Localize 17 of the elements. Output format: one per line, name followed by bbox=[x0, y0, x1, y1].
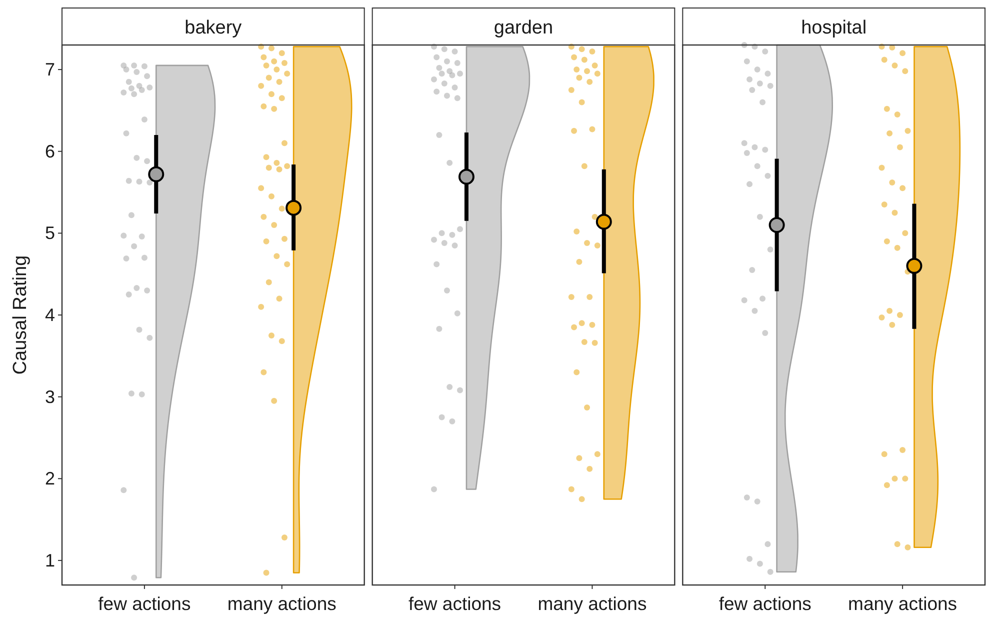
x-tick-label: many actions bbox=[538, 593, 647, 614]
y-tick-label: 3 bbox=[44, 386, 55, 407]
x-tick-label: many actions bbox=[848, 593, 958, 614]
y-tick-label: 6 bbox=[44, 141, 55, 162]
chart-title: garden bbox=[494, 18, 554, 38]
y-tick-label: 2 bbox=[44, 468, 55, 489]
x-tick-label: few actions bbox=[718, 593, 812, 614]
x-tick-label: many actions bbox=[227, 593, 336, 614]
x-tick-label: few actions bbox=[98, 593, 191, 614]
y-tick-label: 7 bbox=[44, 60, 55, 80]
y-tick-label: 1 bbox=[44, 550, 55, 570]
y-tick-label: 4 bbox=[44, 305, 55, 325]
y-axis-title: Causal Rating bbox=[10, 255, 31, 375]
x-tick-label: few actions bbox=[408, 593, 502, 614]
y-tick-label: 5 bbox=[44, 223, 55, 244]
chart-title: hospital bbox=[801, 18, 867, 38]
chart-title: bakery bbox=[184, 18, 242, 38]
